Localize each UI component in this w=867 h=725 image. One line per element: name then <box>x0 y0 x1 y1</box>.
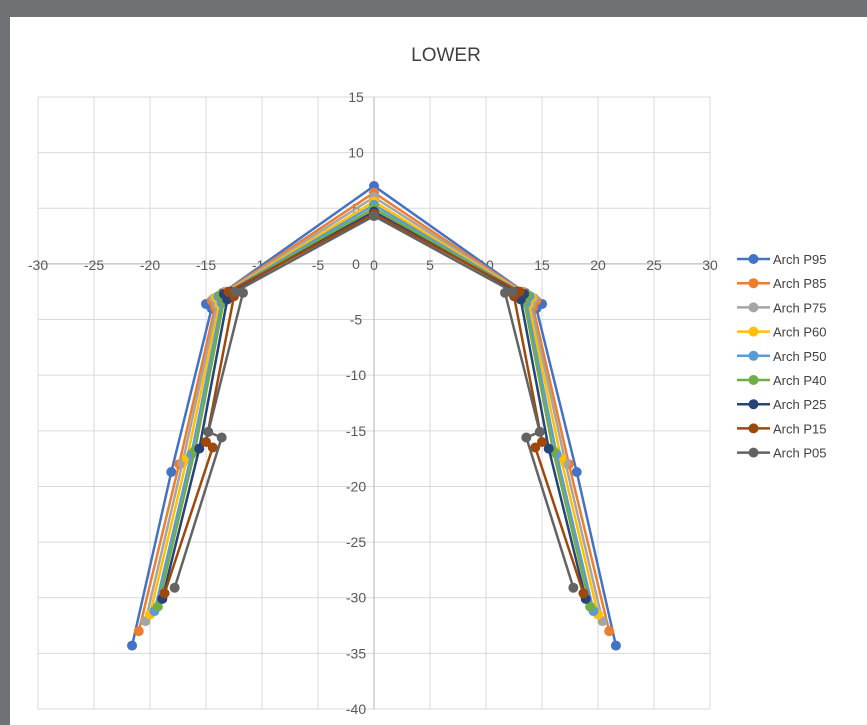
y-tick-label: -10 <box>346 367 366 383</box>
series-group <box>127 181 621 651</box>
legend-item: Arch P40 <box>737 373 826 388</box>
x-tick-label: 15 <box>534 257 550 273</box>
chart-frame: -30 -25 -20 -15 -10 -5 0 5 10 15 20 25 30 15 10 5 0 -5 -10… <box>10 17 867 725</box>
x-tick-label: 5 <box>426 257 434 273</box>
y-tick-label: 10 <box>348 145 364 161</box>
legend: Arch P95 Arch P85 Arch P75 Arch P60 Arch P50… <box>737 252 826 461</box>
legend-label: Arch P95 <box>773 252 826 267</box>
y-tick-label: 0 <box>352 256 360 272</box>
legend-swatch-marker <box>748 447 759 458</box>
data-point <box>201 436 211 447</box>
data-point <box>133 626 144 637</box>
data-point <box>568 582 579 593</box>
data-point <box>610 640 621 651</box>
data-point <box>152 601 163 612</box>
data-point <box>159 588 170 599</box>
data-point <box>194 443 205 454</box>
data-point <box>537 436 547 447</box>
legend-label: Arch P60 <box>773 325 826 340</box>
legend-label: Arch P25 <box>773 397 826 412</box>
legend-label: Arch P50 <box>773 349 826 364</box>
x-tick-label: -20 <box>140 257 160 273</box>
chart-svg: -30 -25 -20 -15 -10 -5 0 5 10 15 20 25 30151050-5-10… <box>28 45 827 717</box>
legend-item: Arch P60 <box>737 325 826 340</box>
x-tick-label: -15 <box>196 257 216 273</box>
data-point <box>604 626 615 637</box>
data-point <box>216 432 227 443</box>
y-tick-label: 15 <box>348 89 364 105</box>
x-tick-label: 30 <box>702 257 718 273</box>
legend-item: Arch P85 <box>737 276 826 291</box>
data-point <box>169 582 180 593</box>
data-point <box>369 211 379 222</box>
data-point <box>237 287 248 298</box>
legend-item: Arch P95 <box>737 252 826 267</box>
x-tick-label: -25 <box>84 257 104 273</box>
data-point <box>534 426 545 437</box>
legend-label: Arch P75 <box>773 300 826 315</box>
data-point <box>578 588 589 599</box>
data-point <box>166 466 177 477</box>
legend-swatch-marker <box>748 278 759 289</box>
chart-title: LOWER <box>411 45 481 66</box>
x-tick-label: -5 <box>312 257 325 273</box>
legend-label: Arch P05 <box>773 446 826 461</box>
y-tick-label: -40 <box>346 701 366 717</box>
series-arch-p05 <box>169 211 579 593</box>
data-point <box>530 442 541 453</box>
legend-label: Arch P40 <box>773 373 826 388</box>
legend-swatch-marker <box>748 302 759 313</box>
data-point <box>230 286 241 297</box>
data-point <box>203 426 214 437</box>
legend-swatch-marker <box>748 399 759 410</box>
y-tick-label: -15 <box>346 423 366 439</box>
x-tick-label: 25 <box>646 257 662 273</box>
legend-label: Arch P85 <box>773 276 826 291</box>
data-point <box>543 443 554 454</box>
y-tick-label: -25 <box>346 534 366 550</box>
y-tick-label: -20 <box>346 478 366 494</box>
data-point <box>500 287 511 298</box>
legend-label: Arch P15 <box>773 421 826 436</box>
y-tick-label: -30 <box>346 590 366 606</box>
y-tick-label: -5 <box>350 312 363 328</box>
data-point <box>571 466 582 477</box>
y-tick-label: -35 <box>346 645 366 661</box>
legend-item: Arch P05 <box>737 446 826 461</box>
data-point <box>507 286 518 297</box>
legend-item: Arch P75 <box>737 300 826 315</box>
x-tick-label: 20 <box>590 257 606 273</box>
legend-swatch-marker <box>748 350 759 361</box>
data-point <box>127 640 138 651</box>
legend-swatch-marker <box>748 326 759 337</box>
data-point <box>585 601 596 612</box>
legend-item: Arch P50 <box>737 349 826 364</box>
legend-item: Arch P15 <box>737 421 826 436</box>
x-tick-label: -30 <box>28 257 48 273</box>
legend-swatch-marker <box>748 254 759 264</box>
x-tick-label: 0 <box>370 257 378 273</box>
legend-swatch-marker <box>748 423 759 434</box>
legend-swatch-marker <box>748 375 759 385</box>
data-point <box>207 442 218 453</box>
data-point <box>521 432 532 443</box>
legend-item: Arch P25 <box>737 397 826 412</box>
